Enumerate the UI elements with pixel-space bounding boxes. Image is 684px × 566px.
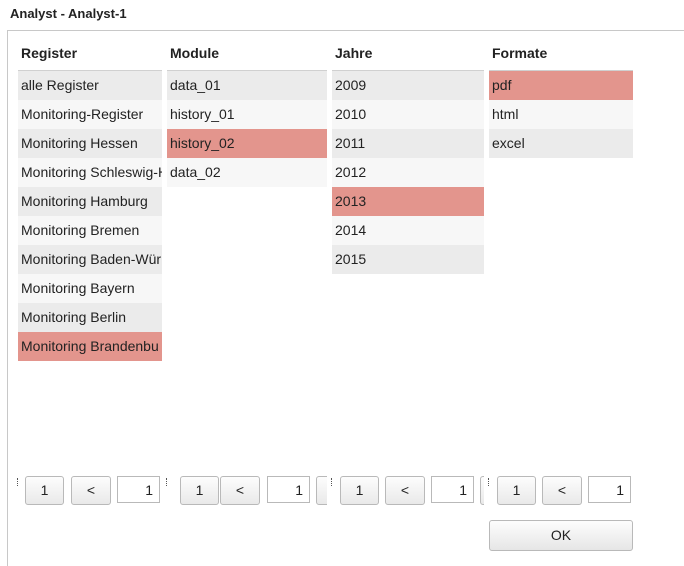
list-item[interactable]: 2009 — [332, 71, 484, 100]
list-item[interactable]: Monitoring Bayern — [18, 274, 162, 303]
first-page-button[interactable]: 1 — [180, 476, 219, 505]
page-input[interactable]: 1 — [588, 476, 631, 503]
list-item[interactable]: Monitoring Berlin — [18, 303, 162, 332]
ok-button[interactable]: OK — [489, 520, 633, 551]
page-input[interactable]: 1 — [431, 476, 474, 503]
list-item[interactable]: Monitoring Brandenbu — [18, 332, 162, 361]
first-page-button[interactable]: 1 — [25, 476, 64, 505]
column-header: Module — [170, 45, 219, 61]
column-header: Register — [21, 45, 78, 61]
list-column: Jahre 2009 2010 2011 2012 2013 2014 2015 — [332, 0, 484, 380]
list-item[interactable]: data_02 — [167, 158, 327, 187]
column-header: Jahre — [335, 45, 373, 61]
list-item[interactable]: 2012 — [332, 158, 484, 187]
list-item[interactable]: history_02 — [167, 129, 327, 158]
list-item[interactable]: 2011 — [332, 129, 484, 158]
list-column: Formate pdf html excel — [489, 0, 633, 380]
separator — [331, 478, 333, 486]
first-page-button[interactable]: 1 — [340, 476, 379, 505]
list-item[interactable]: Monitoring Baden-Wür — [18, 245, 162, 274]
list: alle Register Monitoring-Register Monitori… — [18, 70, 162, 361]
list: 2009 2010 2011 2012 2013 2014 2015 — [332, 70, 484, 274]
list-item[interactable]: pdf — [489, 71, 633, 100]
list-item[interactable]: Monitoring-Register — [18, 100, 162, 129]
list-item[interactable]: history_01 — [167, 100, 327, 129]
list-item[interactable]: Monitoring Bremen — [18, 216, 162, 245]
list-item[interactable]: 2013 — [332, 187, 484, 216]
list-column: Module data_01 history_01 history_02 data_02 — [167, 0, 327, 380]
separator — [17, 478, 19, 486]
next-page-button[interactable] — [316, 476, 327, 505]
prev-page-button[interactable]: < — [385, 476, 425, 505]
first-page-button[interactable]: 1 — [497, 476, 536, 505]
list-item[interactable]: 2015 — [332, 245, 484, 274]
separator — [166, 478, 168, 486]
list-item[interactable]: html — [489, 100, 633, 129]
panel — [7, 30, 684, 566]
list-item[interactable]: 2010 — [332, 100, 484, 129]
list: pdf html excel — [489, 70, 633, 158]
list-item[interactable]: Monitoring Schleswig-H — [18, 158, 162, 187]
prev-page-button[interactable]: < — [220, 476, 260, 505]
list-item[interactable]: Monitoring Hessen — [18, 129, 162, 158]
list-item[interactable]: 2014 — [332, 216, 484, 245]
list-column: Register alle Register Monitoring-Register… — [18, 0, 162, 380]
column-header: Formate — [492, 45, 548, 61]
page-input[interactable]: 1 — [117, 476, 160, 503]
page-input[interactable]: 1 — [267, 476, 310, 503]
next-page-button[interactable] — [480, 476, 484, 505]
list-item[interactable]: excel — [489, 129, 633, 158]
pager-clip — [480, 476, 484, 505]
list-item[interactable]: alle Register — [18, 71, 162, 100]
separator — [488, 478, 490, 486]
list-item[interactable]: Monitoring Hamburg — [18, 187, 162, 216]
window-title: Analyst - Analyst-1 — [10, 6, 127, 21]
prev-page-button[interactable]: < — [71, 476, 111, 505]
list: data_01 history_01 history_02 data_02 — [167, 70, 327, 187]
list-item[interactable]: data_01 — [167, 71, 327, 100]
pager-clip — [316, 476, 327, 505]
prev-page-button[interactable]: < — [542, 476, 582, 505]
